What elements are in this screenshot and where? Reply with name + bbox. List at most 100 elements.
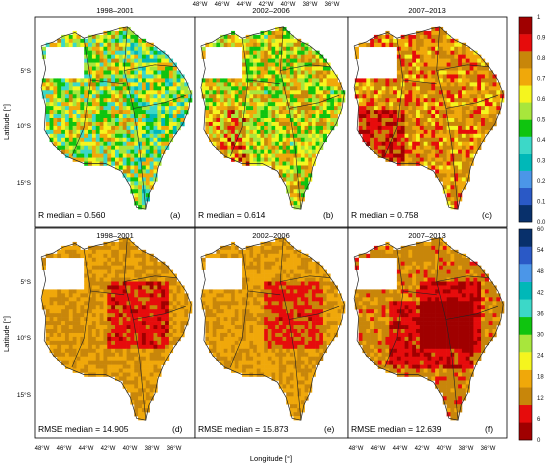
grid-cell — [165, 118, 170, 123]
grid-cell — [157, 141, 162, 147]
grid-cell — [231, 253, 236, 259]
grid-cell — [172, 321, 177, 326]
grid-cell — [396, 42, 402, 48]
grid-cell — [134, 352, 139, 358]
grid-cell — [473, 50, 478, 55]
grid-cell — [427, 121, 432, 127]
grid-cell — [278, 249, 283, 255]
grid-cell — [130, 62, 135, 67]
grid-cell — [209, 86, 213, 91]
grid-cell — [111, 121, 116, 127]
grid-cell — [234, 102, 239, 107]
grid-cell — [286, 50, 291, 55]
grid-cell — [130, 376, 135, 381]
grid-cell — [260, 54, 265, 59]
grid-cell — [130, 78, 135, 83]
grid-cell — [435, 90, 440, 95]
grid-cell — [99, 129, 104, 135]
grid-cell — [176, 78, 181, 83]
grid-cell — [400, 106, 405, 111]
grid-cell — [103, 90, 108, 95]
grid-cell — [180, 78, 185, 83]
panel-label: (a) — [170, 210, 181, 220]
grid-cell — [278, 277, 283, 282]
grid-cell — [256, 102, 261, 107]
grid-cell — [68, 86, 73, 91]
grid-cell — [231, 321, 236, 326]
grid-cell — [282, 34, 287, 40]
grid-cell — [234, 38, 239, 44]
grid-cell — [138, 384, 143, 389]
grid-cell — [311, 157, 316, 162]
grid-cell — [68, 309, 73, 314]
grid-cell — [450, 173, 455, 178]
grid-cell — [84, 78, 89, 83]
grid-cell — [275, 82, 280, 87]
grid-cell — [107, 245, 112, 251]
grid-cell — [300, 70, 305, 75]
grid-cell — [458, 70, 463, 75]
median-label: R median = 0.614 — [198, 210, 266, 220]
grid-cell — [282, 114, 287, 119]
grid-cell — [53, 289, 58, 294]
grid-cell — [134, 281, 139, 286]
grid-cell — [130, 289, 135, 294]
grid-cell — [234, 253, 239, 259]
grid-cell — [289, 102, 294, 107]
grid-cell — [88, 153, 93, 158]
grid-cell — [227, 114, 232, 119]
grid-cell — [253, 325, 258, 330]
grid-cell — [168, 82, 174, 87]
grid-cell — [138, 106, 143, 111]
grid-cell — [161, 102, 166, 107]
grid-cell — [88, 344, 93, 350]
grid-cell — [454, 125, 459, 131]
grid-cell — [107, 277, 112, 282]
grid-cell — [115, 325, 120, 330]
grid-cell — [366, 137, 371, 143]
grid-cell — [322, 273, 327, 278]
grid-cell — [438, 26, 444, 32]
grid-cell — [242, 54, 247, 59]
state-border — [90, 290, 125, 296]
grid-cell — [95, 368, 100, 373]
grid-cell — [330, 98, 335, 103]
grid-cell — [84, 364, 89, 369]
grid-cell — [419, 58, 424, 63]
grid-cell — [427, 70, 432, 75]
grid-cell — [304, 42, 309, 48]
grid-cell — [80, 38, 85, 44]
grid-cell — [118, 74, 123, 79]
grid-cell — [264, 110, 269, 115]
grid-cell — [286, 90, 291, 95]
grid-cell — [286, 265, 291, 270]
grid-cell — [442, 181, 447, 186]
grid-cell — [419, 66, 424, 71]
grid-cell — [322, 325, 327, 330]
grid-cell — [141, 185, 147, 190]
grid-cell — [103, 261, 108, 266]
grid-cell — [450, 185, 455, 190]
grid-cell — [308, 98, 313, 103]
grid-cell — [450, 46, 455, 52]
grid-cell — [118, 141, 123, 147]
grid-cell — [172, 94, 177, 99]
grid-cell — [435, 125, 440, 131]
grid-cell — [111, 332, 116, 338]
grid-cell — [212, 289, 217, 294]
grid-cell — [130, 121, 135, 127]
grid-cell — [49, 297, 54, 302]
grid-cell — [393, 141, 398, 147]
grid-cell — [141, 285, 147, 290]
grid-cell — [227, 133, 232, 139]
grid-cell — [481, 86, 486, 91]
grid-cell — [118, 336, 123, 342]
grid-cell — [366, 90, 371, 95]
grid-cell — [282, 293, 287, 298]
grid-cell — [293, 269, 298, 274]
grid-cell — [267, 313, 272, 318]
grid-cell — [91, 340, 97, 346]
grid-cell — [145, 90, 150, 95]
grid-cell — [278, 102, 283, 107]
grid-cell — [122, 301, 127, 306]
